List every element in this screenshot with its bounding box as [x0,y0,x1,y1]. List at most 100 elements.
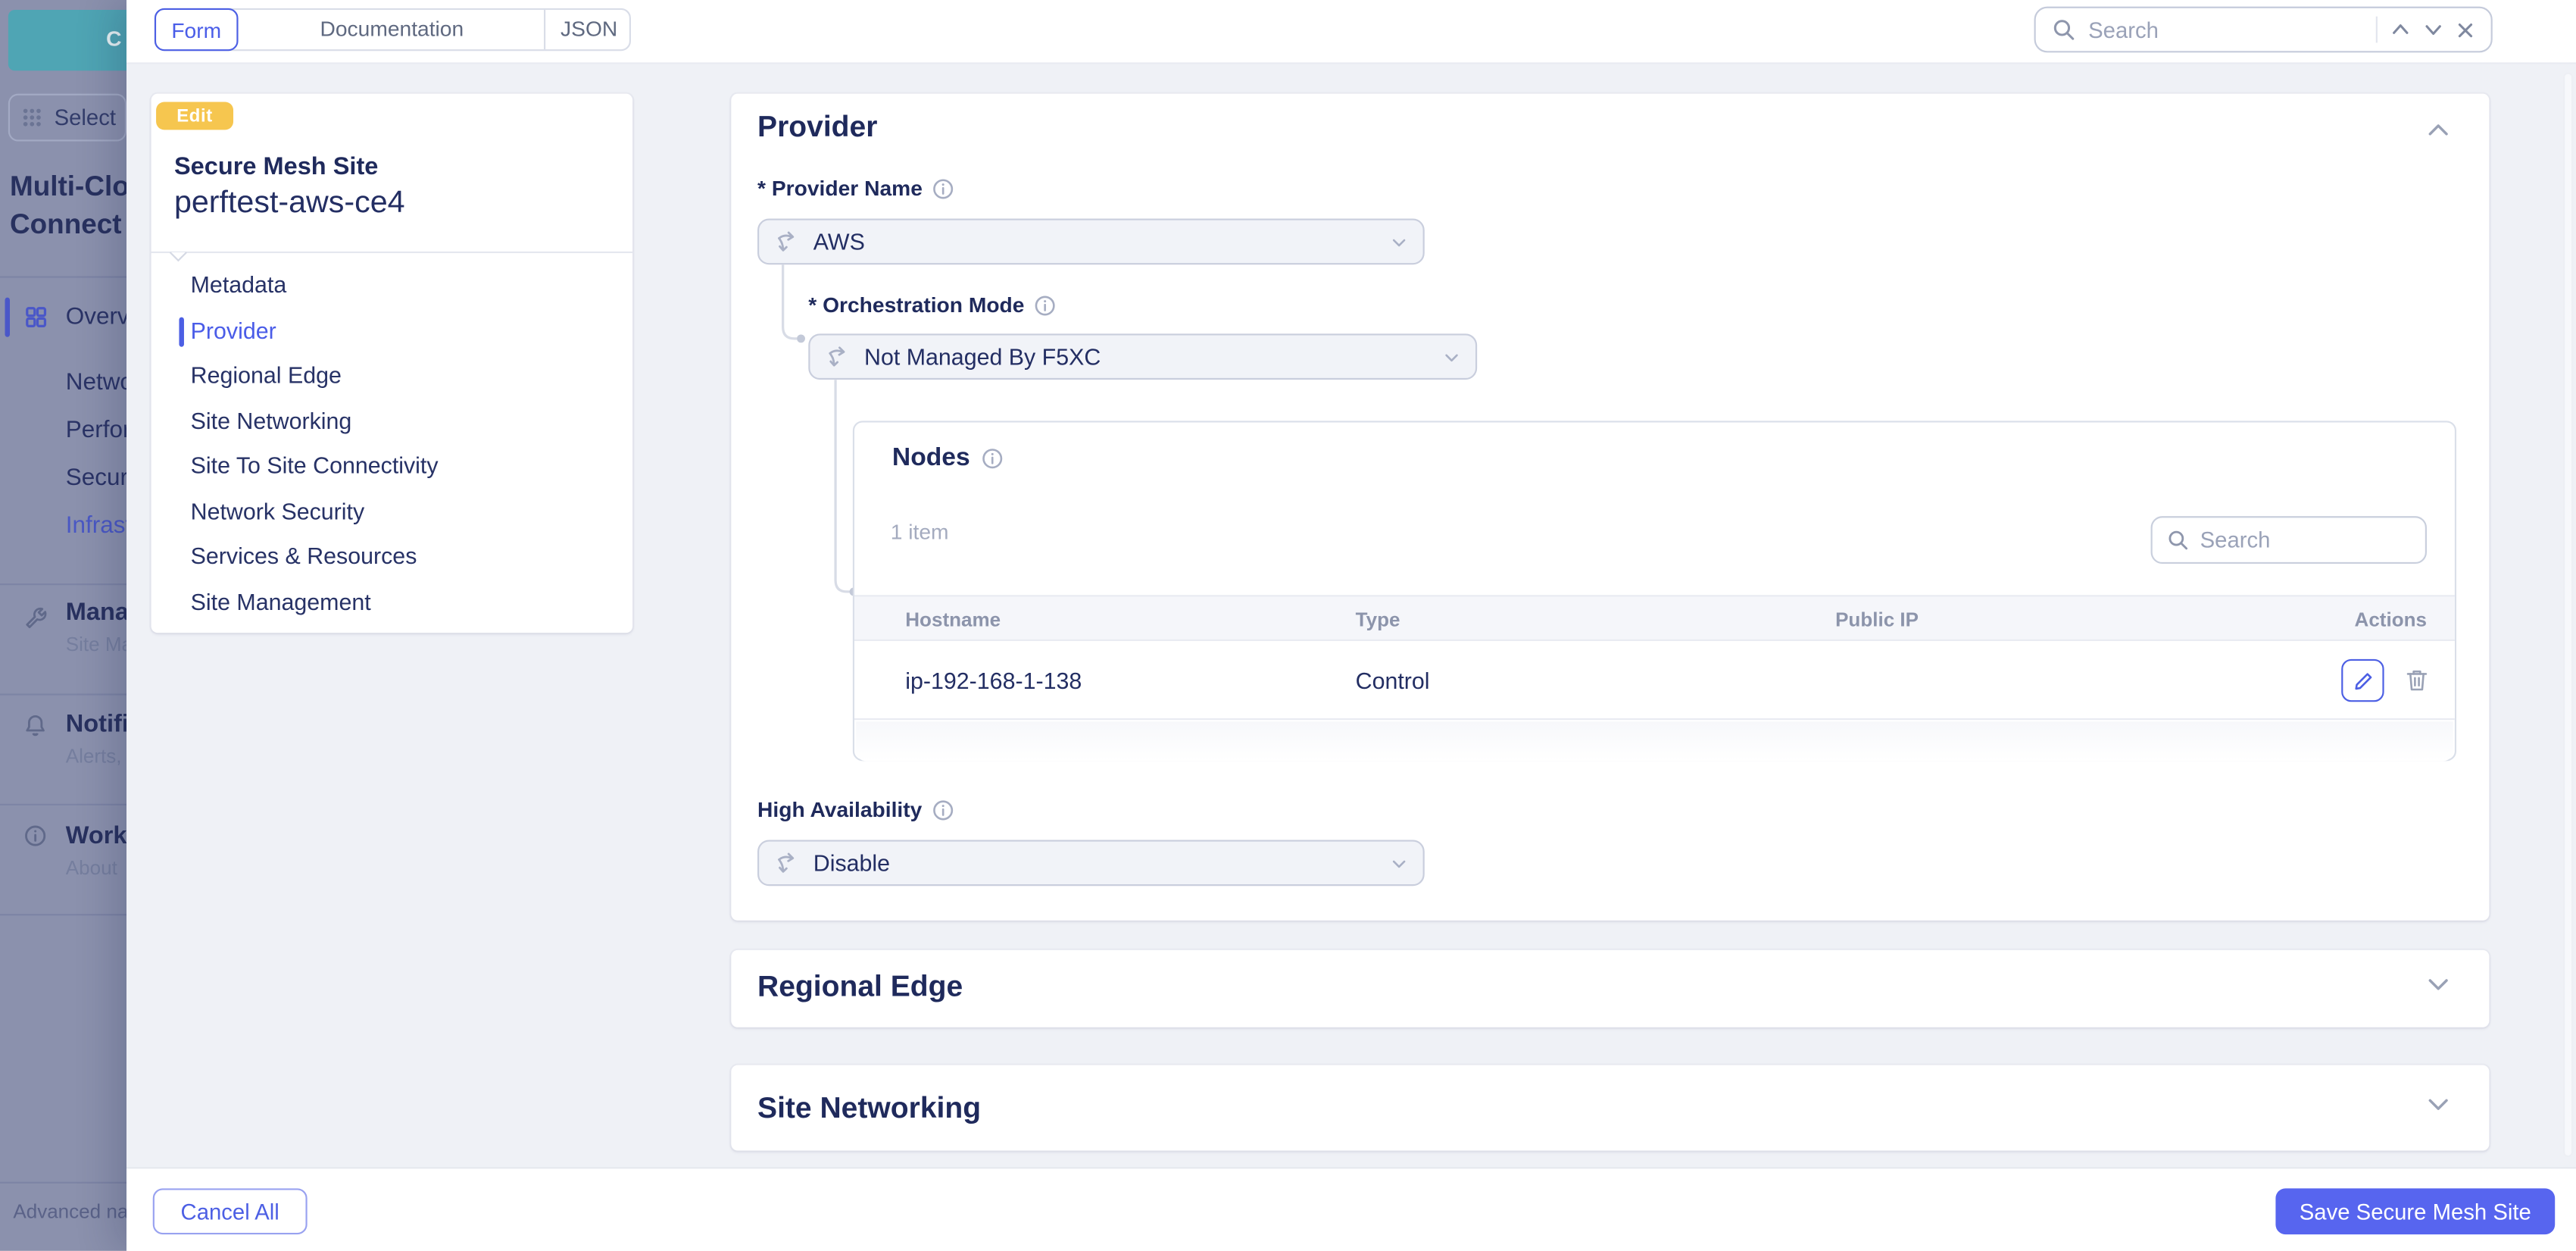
wrench-icon [23,605,49,631]
sidebar-divider [0,803,127,805]
form-section-nav: Metadata Provider Regional Edge Site Net… [151,263,633,624]
tab-json[interactable]: JSON [544,10,632,50]
bell-icon [23,713,48,738]
nodes-table-footer [856,721,2453,762]
chevron-down-icon [1390,854,1408,872]
column-header-actions: Actions [2354,608,2427,631]
active-indicator-bar [5,297,11,337]
vertical-scrollbar[interactable] [2563,72,2574,1158]
nodes-card: Nodes 1 item Hostname Type [852,421,2457,762]
edit-node-button[interactable] [2341,658,2384,702]
regional-edge-section[interactable]: Regional Edge [731,949,2490,1027]
workspace-title-line1: Multi-Clo [10,170,127,202]
workspace-select-button[interactable]: Select [8,93,127,142]
oneof-branch-icon [776,852,798,874]
active-indicator-bar [179,316,184,346]
chevron-down-icon [1443,348,1461,366]
nav-item-site-to-site-connectivity[interactable]: Site To Site Connectivity [190,452,439,479]
info-icon[interactable] [1034,293,1057,316]
chevron-down-icon[interactable] [2424,20,2443,39]
chevron-down-icon [1390,233,1408,251]
modal-header: Documentation JSON Form [126,0,2576,64]
site-networking-section[interactable]: Site Networking [731,1065,2490,1151]
nav-item-site-networking[interactable]: Site Networking [190,406,352,433]
sidebar-divider [0,914,127,916]
provider-name-value: AWS [813,228,865,255]
save-secure-mesh-site-button[interactable]: Save Secure Mesh Site [2275,1188,2556,1235]
column-header-type: Type [1355,608,1400,631]
nodes-search-input[interactable] [2200,527,2411,552]
grid-9-dots-icon [21,107,42,128]
nav-item-network-security[interactable]: Network Security [190,497,365,524]
object-nav-panel: Edit Secure Mesh Site perftest-aws-ce4 M… [151,93,633,633]
cancel-all-button[interactable]: Cancel All [152,1188,308,1235]
node-type: Control [1355,667,1430,694]
sidebar-item-label: Mana [65,598,127,627]
orchestration-mode-select[interactable]: Not Managed By F5XC [808,333,1478,380]
sidebar-item-overview[interactable]: Overv [0,297,126,339]
workspace-sidebar: C Select Multi-Clo Connect [0,0,127,1251]
sidebar-item-security[interactable]: Securi [65,464,127,492]
info-icon[interactable] [932,177,955,199]
sidebar-banner: C [8,10,127,71]
node-hostname: ip-192-168-1-138 [905,667,1082,694]
object-type-label: Secure Mesh Site [173,152,379,181]
provider-name-select[interactable]: AWS [757,218,1425,265]
sidebar-item-sublabel: About [65,856,117,880]
tab-documentation[interactable]: Documentation [320,16,464,42]
view-tabs: Documentation JSON Form [154,8,632,52]
sidebar-divider [0,276,127,278]
nav-item-provider[interactable]: Provider [151,308,633,354]
delete-node-button[interactable] [2404,668,2431,694]
high-availability-value: Disable [813,849,891,877]
provider-section: Provider * Provider Name [731,93,2490,921]
chevron-up-icon[interactable] [2390,20,2410,39]
sidebar-item-sublabel: Site Ma [65,633,127,656]
nav-item-site-management[interactable]: Site Management [190,587,371,615]
workspace-title: Multi-Clo Connect [10,167,126,243]
divider [2375,16,2378,43]
sidebar-item-network[interactable]: Netwo [65,370,127,396]
nav-item-regional-edge[interactable]: Regional Edge [190,361,342,388]
high-availability-select[interactable]: Disable [757,840,1425,887]
section-title: Site Networking [757,1091,982,1124]
info-icon[interactable] [982,447,1004,470]
search-icon [2167,530,2188,551]
sidebar-item-infrastructure[interactable]: Infrast [65,512,127,539]
sidebar-item-label: Work [65,821,127,850]
pencil-icon [2354,672,2371,690]
orchestration-mode-value: Not Managed By F5XC [864,343,1101,371]
nodes-table-header: Hostname Type Public IP Actions [854,595,2455,642]
sidebar-divider [0,583,127,586]
find-bar [2034,6,2493,53]
nodes-title: Nodes [892,444,1004,474]
nav-item-metadata[interactable]: Metadata [190,271,287,298]
tab-form[interactable]: Form [154,8,239,52]
nav-item-services-resources[interactable]: Services & Resources [190,542,417,569]
sidebar-item-sublabel: Alerts, [65,744,122,768]
oneof-branch-icon [776,230,798,253]
sidebar-divider [0,1181,127,1184]
sidebar-item-performance[interactable]: Perfor [65,417,127,444]
field-connector-line [782,264,805,343]
info-circle-icon [23,824,48,849]
search-icon [2052,18,2075,41]
oneof-branch-icon [826,346,849,368]
panel-collapse-notch[interactable] [169,252,187,263]
orchestration-mode-label: * Orchestration Mode [808,292,1057,317]
find-input[interactable] [2088,17,2363,42]
column-header-public-ip: Public IP [1835,608,1919,631]
close-icon[interactable] [2456,20,2475,39]
collapse-chevron-up-icon[interactable] [2427,122,2450,139]
advanced-nav-toggle[interactable]: Advanced nav [13,1199,127,1223]
expand-chevron-down-icon[interactable] [2427,1096,2450,1113]
provider-name-label: * Provider Name [757,176,955,201]
info-icon[interactable] [932,798,954,821]
object-name: perftest-aws-ce4 [173,186,405,220]
divider [151,251,633,254]
secure-mesh-site-modal: Documentation JSON Form [126,0,2576,1251]
expand-chevron-down-icon[interactable] [2427,977,2450,993]
modal-footer: Cancel All Save Secure Mesh Site [126,1167,2576,1251]
item-count: 1 item [890,519,949,545]
sidebar-banner-text: C [106,26,122,52]
